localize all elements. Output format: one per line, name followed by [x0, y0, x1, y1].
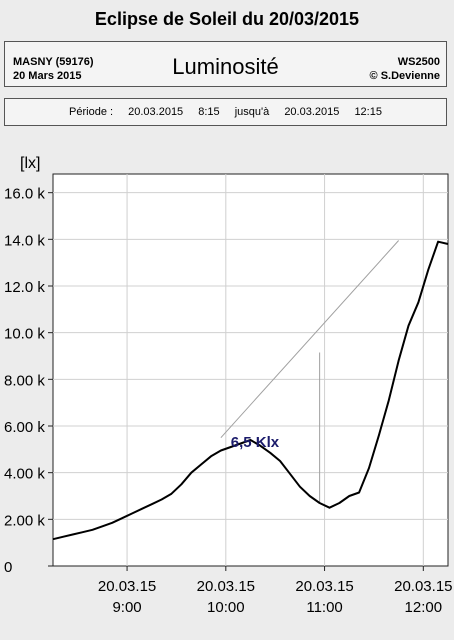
y-tick-label: 16.0 k — [4, 186, 45, 203]
y-tick-label: 10.0 k — [4, 326, 45, 343]
x-tick-time-label: 10:00 — [207, 599, 245, 616]
y-tick-label: 6.00 k — [4, 419, 45, 436]
drop-annotation: 6,5 Klx — [231, 434, 280, 451]
period-until: jusqu'à — [234, 106, 270, 118]
reference-trend-line — [220, 240, 399, 439]
y-tick-label: 8.00 k — [4, 372, 45, 389]
period-box: Période : 20.03.2015 8:15 jusqu'à 20.03.… — [4, 98, 447, 126]
period-start-date: 20.03.2015 — [128, 106, 184, 118]
x-tick-date-label: 20.03.15 — [98, 578, 156, 595]
y-tick-label: 2.00 k — [4, 512, 45, 529]
x-tick-time-label: 9:00 — [112, 599, 141, 616]
x-tick-date-label: 20.03.15 — [394, 578, 452, 595]
device-name: WS2500 — [397, 56, 440, 68]
measure-title: Luminosité — [172, 54, 279, 79]
x-tick-date-label: 20.03.15 — [197, 578, 255, 595]
info-header-box: MASNY (59176) 20 Mars 2015 Luminosité WS… — [4, 41, 447, 87]
author-credit: © S.Devienne — [369, 70, 440, 82]
device-info: WS2500 © S.Devienne — [370, 55, 440, 83]
period-start-time: 8:15 — [198, 106, 220, 118]
y-tick-label: 12.0 k — [4, 279, 45, 296]
chart-title: Eclipse de Soleil du 20/03/2015 — [94, 9, 360, 29]
y-tick-label: 14.0 k — [4, 232, 45, 249]
y-tick-label: 4.00 k — [4, 466, 45, 483]
luminosity-chart: 0 2.00 k 4.00 k 6.00 k 8.00 k 10.0 k 12.0 k 14.… — [4, 155, 453, 616]
station-name: MASNY (59176) — [13, 56, 94, 68]
period-label: Période : — [69, 106, 114, 118]
period-end-time: 12:15 — [354, 106, 382, 118]
y-axis-unit-label: [lx] — [20, 155, 40, 172]
period-end-date: 20.03.2015 — [284, 106, 340, 118]
luminosity-series-line — [52, 240, 449, 541]
x-tick-date-label: 20.03.15 — [295, 578, 353, 595]
station-info: MASNY (59176) 20 Mars 2015 — [13, 55, 94, 83]
y-tick-label: 0 — [4, 559, 12, 576]
plot-area — [52, 173, 449, 567]
station-date: 20 Mars 2015 — [13, 70, 82, 82]
x-tick-time-label: 12:00 — [405, 599, 443, 616]
x-tick-time-label: 11:00 — [306, 599, 342, 616]
